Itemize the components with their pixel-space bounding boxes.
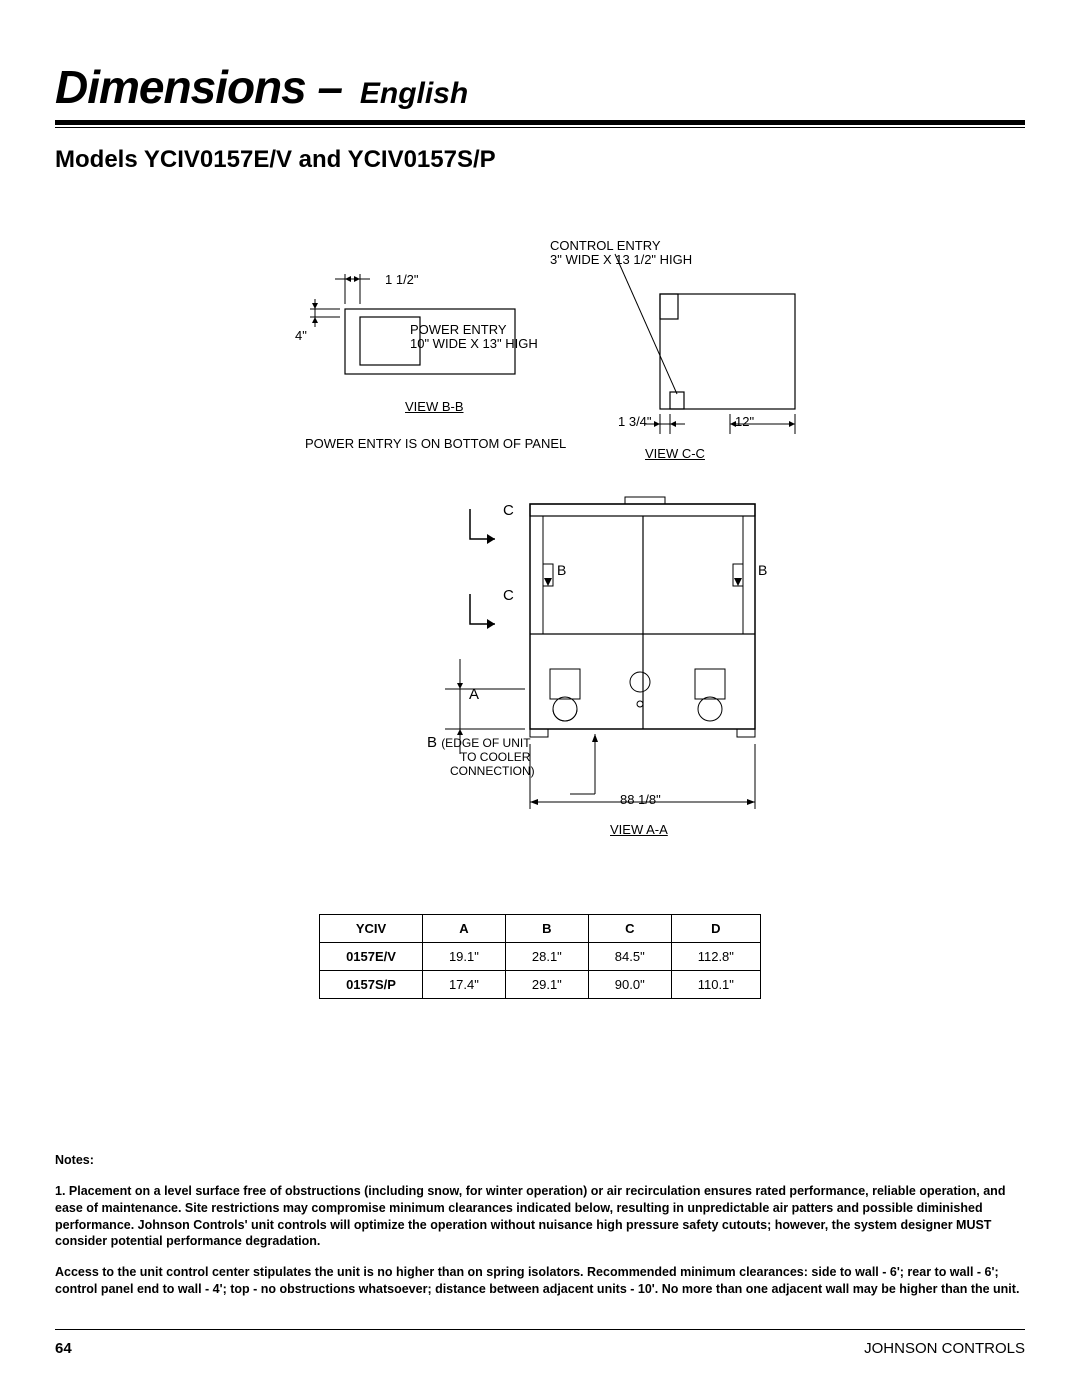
- cell-model: 0157E/V: [320, 943, 423, 971]
- th-a: A: [422, 915, 505, 943]
- table-row: 0157E/V 19.1" 28.1" 84.5" 112.8": [320, 943, 761, 971]
- viewa-edge2: TO COOLER: [460, 750, 530, 764]
- th-c: C: [588, 915, 671, 943]
- notes-heading: Notes:: [55, 1152, 1025, 1169]
- cell: 28.1": [505, 943, 588, 971]
- table-header-row: YCIV A B C D: [320, 915, 761, 943]
- viewb-dim-top: 1 1/2": [385, 272, 419, 288]
- viewa-b1: B: [557, 562, 566, 579]
- cell: 84.5": [588, 943, 671, 971]
- viewb-dim-left: 4": [295, 328, 307, 344]
- viewa-width: 88 1/8": [620, 792, 661, 808]
- cell: 19.1": [422, 943, 505, 971]
- viewc-caption: VIEW C-C: [645, 446, 705, 462]
- viewa-b2: B: [758, 562, 767, 579]
- models-subhead: Models YCIV0157E/V and YCIV0157S/P: [55, 146, 1025, 174]
- notes-p1: 1. Placement on a level surface free of …: [55, 1183, 1025, 1251]
- th-b: B: [505, 915, 588, 943]
- th-d: D: [671, 915, 760, 943]
- cell-model: 0157S/P: [320, 971, 423, 999]
- viewa-c1: C: [503, 502, 514, 520]
- viewc-control-l2: 3" WIDE X 13 1/2" HIGH: [550, 252, 692, 268]
- rule-thick: [55, 120, 1025, 125]
- view-c-svg: [575, 244, 835, 454]
- notes-p2: Access to the unit control center stipul…: [55, 1264, 1025, 1298]
- viewc-dim-bl: 1 3/4": [618, 414, 652, 430]
- page-title-block: Dimensions – English: [55, 60, 1025, 114]
- cell: 112.8": [671, 943, 760, 971]
- page-footer: 64 JOHNSON CONTROLS: [55, 1329, 1025, 1357]
- company-name: JOHNSON CONTROLS: [864, 1340, 1025, 1357]
- th-model: YCIV: [320, 915, 423, 943]
- cell: 29.1": [505, 971, 588, 999]
- dimensions-table: YCIV A B C D 0157E/V 19.1" 28.1" 84.5" 1…: [319, 914, 761, 999]
- title-sub: English: [360, 77, 468, 110]
- rule-thin: [55, 127, 1025, 128]
- page-number: 64: [55, 1340, 72, 1357]
- title-main: Dimensions: [55, 61, 306, 113]
- viewb-power-l2: 10" WIDE X 13" HIGH: [410, 336, 538, 352]
- viewb-caption: VIEW B-B: [405, 399, 464, 415]
- viewc-dim-br: 12": [735, 414, 754, 430]
- figure-area: 1 1/2" 4" POWER ENTRY 10" WIDE X 13" HIG…: [55, 214, 1025, 854]
- table-row: 0157S/P 17.4" 29.1" 90.0" 110.1": [320, 971, 761, 999]
- cell: 90.0": [588, 971, 671, 999]
- viewa-a: A: [469, 686, 479, 704]
- viewb-note: POWER ENTRY IS ON BOTTOM OF PANEL: [305, 436, 566, 452]
- cell: 110.1": [671, 971, 760, 999]
- viewa-caption: VIEW A-A: [610, 822, 668, 838]
- title-dash: –: [306, 61, 354, 113]
- viewa-edge3: CONNECTION): [450, 764, 535, 778]
- notes-block: Notes: 1. Placement on a level surface f…: [55, 1152, 1025, 1312]
- viewa-c2: C: [503, 587, 514, 605]
- cell: 17.4": [422, 971, 505, 999]
